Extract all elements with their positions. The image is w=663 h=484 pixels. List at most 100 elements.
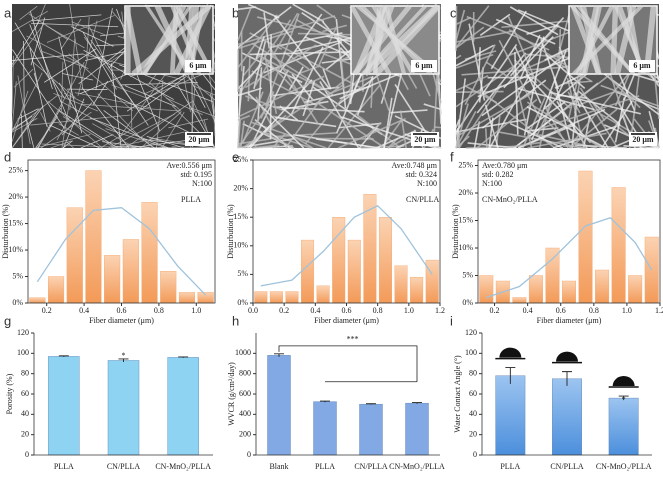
fiber (276, 43, 365, 91)
histogram-bar (104, 255, 121, 304)
panel-label: f (450, 149, 454, 164)
fiber (66, 142, 74, 149)
fiber (142, 138, 216, 149)
error-bar (505, 367, 516, 384)
fiber (279, 105, 299, 121)
histogram-bar (285, 291, 299, 304)
inset-scale-bg (411, 60, 437, 72)
fiber (390, 109, 428, 114)
fiber (526, 106, 607, 149)
histogram-bar (410, 277, 424, 304)
x-axis-label: Fiber diameter (μm) (314, 316, 379, 325)
fiber (604, 73, 641, 109)
fiber (503, 141, 541, 149)
fiber (371, 4, 415, 76)
fiber (29, 10, 53, 90)
histogram-bar (269, 291, 283, 304)
fiber (63, 98, 85, 149)
fiber (570, 5, 601, 75)
fiber (399, 110, 407, 149)
y-axis-label: Disturbution (%) (226, 204, 235, 259)
histogram-bar (316, 285, 330, 304)
x-tick-label: 1.0 (622, 306, 632, 315)
y-axis-label: Disturbution (%) (451, 204, 460, 259)
fiber (519, 34, 541, 80)
y-axis-label: Disturbution (%) (1, 204, 10, 259)
fiber (237, 115, 251, 121)
inset-scale-bg (629, 60, 655, 72)
bar (552, 378, 582, 456)
y-tick-label: 20 (21, 429, 29, 438)
fiber (56, 116, 71, 141)
fiber (455, 6, 458, 51)
fiber (30, 114, 131, 126)
fiber (88, 25, 108, 65)
fiber (11, 117, 38, 133)
x-tick-label: 0.8 (373, 306, 383, 315)
x-tick-label: CN-MnO₂/PLLA (596, 462, 652, 471)
fiber (111, 131, 185, 149)
fiber (364, 5, 387, 75)
fiber (263, 12, 271, 49)
fiber (255, 36, 266, 60)
fiber (247, 92, 305, 149)
fiber (71, 26, 114, 47)
annotation: std: 0.324 (405, 170, 437, 179)
fiber (284, 96, 323, 149)
fiber (503, 35, 554, 89)
fiber (110, 62, 122, 149)
panel-label: i (450, 313, 453, 328)
y-tick-label: 400 (239, 409, 251, 418)
fiber (242, 91, 264, 144)
histogram-bar (141, 202, 158, 304)
annotation: std: 0.195 (180, 170, 212, 179)
fiber (281, 100, 329, 111)
fiber (579, 90, 617, 106)
bar (495, 375, 526, 456)
x-tick-label: CN/PLLA (354, 462, 388, 471)
error-bar (274, 353, 284, 357)
histogram-bar (479, 275, 494, 304)
fiber (47, 100, 103, 149)
y-tick-label: 20% (8, 192, 23, 201)
error-bar (618, 395, 629, 401)
y-tick-label: 0% (12, 298, 23, 307)
fiber (455, 92, 533, 138)
panel-label: e (232, 149, 239, 164)
fiber (525, 73, 592, 144)
fiber (316, 83, 345, 104)
x-tick-label: CN-MnO₂/PLLA (389, 462, 445, 471)
fiber (455, 44, 495, 67)
fiber (245, 95, 283, 111)
fiber (458, 84, 502, 149)
fiber (63, 92, 85, 104)
fiber (288, 66, 304, 91)
histogram-bar (528, 275, 543, 304)
histogram-bar (29, 297, 46, 304)
fiber (41, 51, 89, 69)
fiber (23, 40, 25, 109)
fiber (527, 132, 607, 149)
bar (405, 402, 429, 456)
panel-label: g (4, 313, 11, 328)
fiber (41, 143, 133, 149)
fiber (575, 144, 627, 149)
histogram-bar (512, 297, 527, 304)
fiber (249, 79, 313, 149)
fiber (156, 79, 164, 149)
fiber (14, 22, 50, 79)
fiber (601, 100, 633, 149)
fiber (509, 6, 559, 36)
fiber (455, 9, 466, 41)
fiber (46, 14, 115, 43)
panel-label: b (232, 5, 239, 20)
x-tick-label: Blank (269, 462, 288, 471)
fiber (95, 8, 113, 91)
fiber (237, 137, 295, 149)
fiber (269, 34, 272, 140)
error-bar (412, 402, 422, 404)
fiber (568, 108, 618, 149)
fiber (31, 22, 119, 28)
fiber (40, 112, 51, 132)
fiber (614, 97, 626, 143)
